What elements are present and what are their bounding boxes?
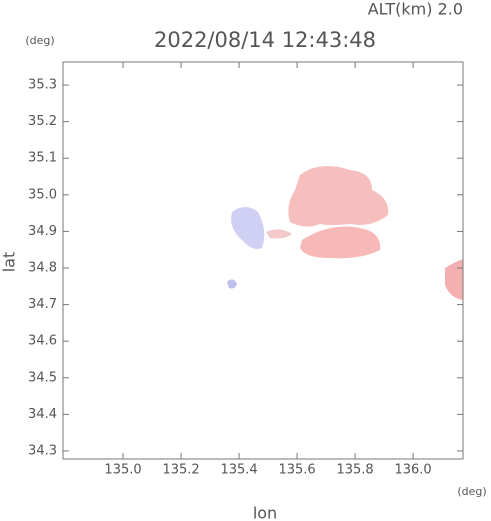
echo-pink: [288, 166, 389, 227]
y-tick-label: 34.4: [28, 407, 57, 422]
y-tick-label: 34.7: [28, 297, 57, 312]
y-tick-label: 35.2: [28, 114, 57, 129]
y-tick-label: 34.9: [28, 224, 57, 239]
y-unit: (deg): [25, 34, 54, 47]
x-tick-label: 135.4: [220, 463, 257, 478]
echo-blue: [231, 207, 265, 249]
x-tick-label: 135.0: [104, 463, 141, 478]
echo-pink: [445, 259, 463, 300]
y-tick-label: 34.6: [28, 334, 57, 349]
chart-title: 2022/08/14 12:43:48: [154, 28, 376, 52]
x-tick-label: 135.8: [336, 463, 373, 478]
y-tick-label: 35.1: [28, 151, 57, 166]
altitude-label: ALT(km) 2.0: [368, 0, 463, 19]
x-tick-label: 135.2: [162, 463, 199, 478]
radar-echoes: [227, 166, 463, 300]
y-tick-label: 35.3: [28, 78, 57, 93]
echo-blue: [227, 279, 237, 289]
y-tick-label: 34.3: [28, 443, 57, 458]
y-tick-label: 34.5: [28, 370, 57, 385]
y-axis-label: lat: [0, 252, 19, 273]
x-tick-label: 135.6: [278, 463, 315, 478]
echo-pink: [300, 226, 381, 259]
x-unit: (deg): [457, 485, 486, 498]
x-tick-label: 136.0: [394, 463, 431, 478]
y-tick-label: 34.8: [28, 261, 57, 276]
y-tick-label: 35.0: [28, 187, 57, 202]
x-axis-label: lon: [253, 504, 277, 521]
echo-pink: [266, 229, 292, 239]
plot-frame: [62, 61, 464, 460]
